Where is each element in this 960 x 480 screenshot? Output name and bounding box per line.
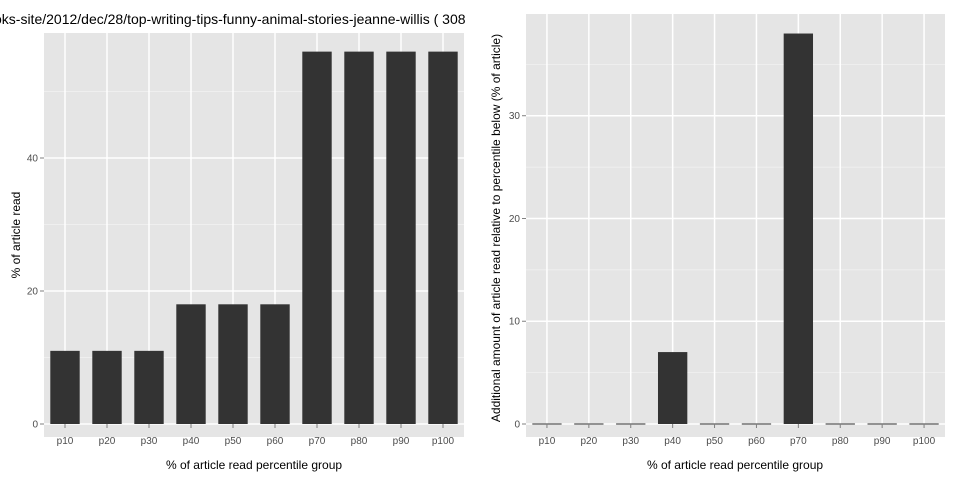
right-bar-p40 — [657, 352, 688, 424]
right-x-tick-label: p90 — [874, 436, 891, 447]
right-x-tick-label: p80 — [832, 436, 849, 447]
right-x-tick-label: p60 — [748, 436, 765, 447]
left-x-tick-label: p80 — [351, 436, 368, 447]
right-x-tick-label: p70 — [790, 436, 807, 447]
right-plot-panel — [526, 14, 945, 437]
left-x-tick-label: p100 — [432, 436, 455, 447]
right-y-ticks: 0 10 20 30 — [509, 111, 526, 431]
left-bar-p80 — [344, 51, 374, 424]
left-x-tick-label: p20 — [99, 436, 116, 447]
right-bar-p70 — [783, 33, 814, 425]
right-y-axis-title: Additional amount of article read relati… — [489, 34, 503, 422]
right-x-tick-label: p10 — [539, 436, 556, 447]
left-bars — [50, 51, 458, 424]
left-x-tick-label: p10 — [57, 436, 74, 447]
left-bar-p60 — [260, 304, 290, 424]
left-y-axis-title: % of article read — [9, 192, 23, 279]
left-x-ticks: p10 p20 p30 p40 p50 p60 p70 p80 p90 p100 — [57, 424, 455, 447]
left-x-tick-label: p70 — [309, 436, 326, 447]
left-bar-p40 — [176, 304, 206, 424]
left-chart-title: oks-site/2012/dec/28/top-writing-tips-fu… — [0, 11, 466, 27]
left-x-tick-label: p50 — [225, 436, 242, 447]
right-x-tick-label: p30 — [622, 436, 639, 447]
right-x-axis-title: % of article read percentile group — [647, 458, 823, 472]
left-x-axis-title: % of article read percentile group — [166, 458, 342, 472]
right-x-ticks: p10 p20 p30 p40 p50 p60 p70 p80 p90 p100 — [539, 424, 936, 447]
left-bar-p50 — [218, 304, 248, 424]
left-y-tick-label: 40 — [27, 154, 39, 165]
left-y-ticks: 0 20 40 — [27, 154, 44, 431]
right-y-tick-label: 0 — [514, 420, 520, 431]
left-bar-p20 — [92, 350, 122, 424]
left-x-tick-label: p30 — [141, 436, 158, 447]
left-chart: oks-site/2012/dec/28/top-writing-tips-fu… — [0, 11, 466, 472]
right-x-tick-label: p20 — [581, 436, 598, 447]
right-y-tick-label: 10 — [509, 317, 521, 328]
left-bar-p90 — [386, 51, 416, 424]
left-bar-p10 — [50, 350, 80, 424]
left-x-tick-label: p90 — [393, 436, 410, 447]
right-x-tick-label: p50 — [706, 436, 723, 447]
left-x-tick-label: p60 — [267, 436, 284, 447]
left-y-tick-label: 20 — [27, 287, 39, 298]
left-bar-p30 — [134, 350, 164, 424]
left-bar-p100 — [428, 51, 458, 424]
right-y-tick-label: 30 — [509, 111, 521, 122]
left-bar-p70 — [302, 51, 332, 424]
right-y-tick-label: 20 — [509, 214, 521, 225]
left-x-tick-label: p40 — [183, 436, 200, 447]
right-x-tick-label: p40 — [664, 436, 681, 447]
right-x-tick-label: p100 — [913, 436, 936, 447]
left-y-tick-label: 0 — [32, 420, 38, 431]
